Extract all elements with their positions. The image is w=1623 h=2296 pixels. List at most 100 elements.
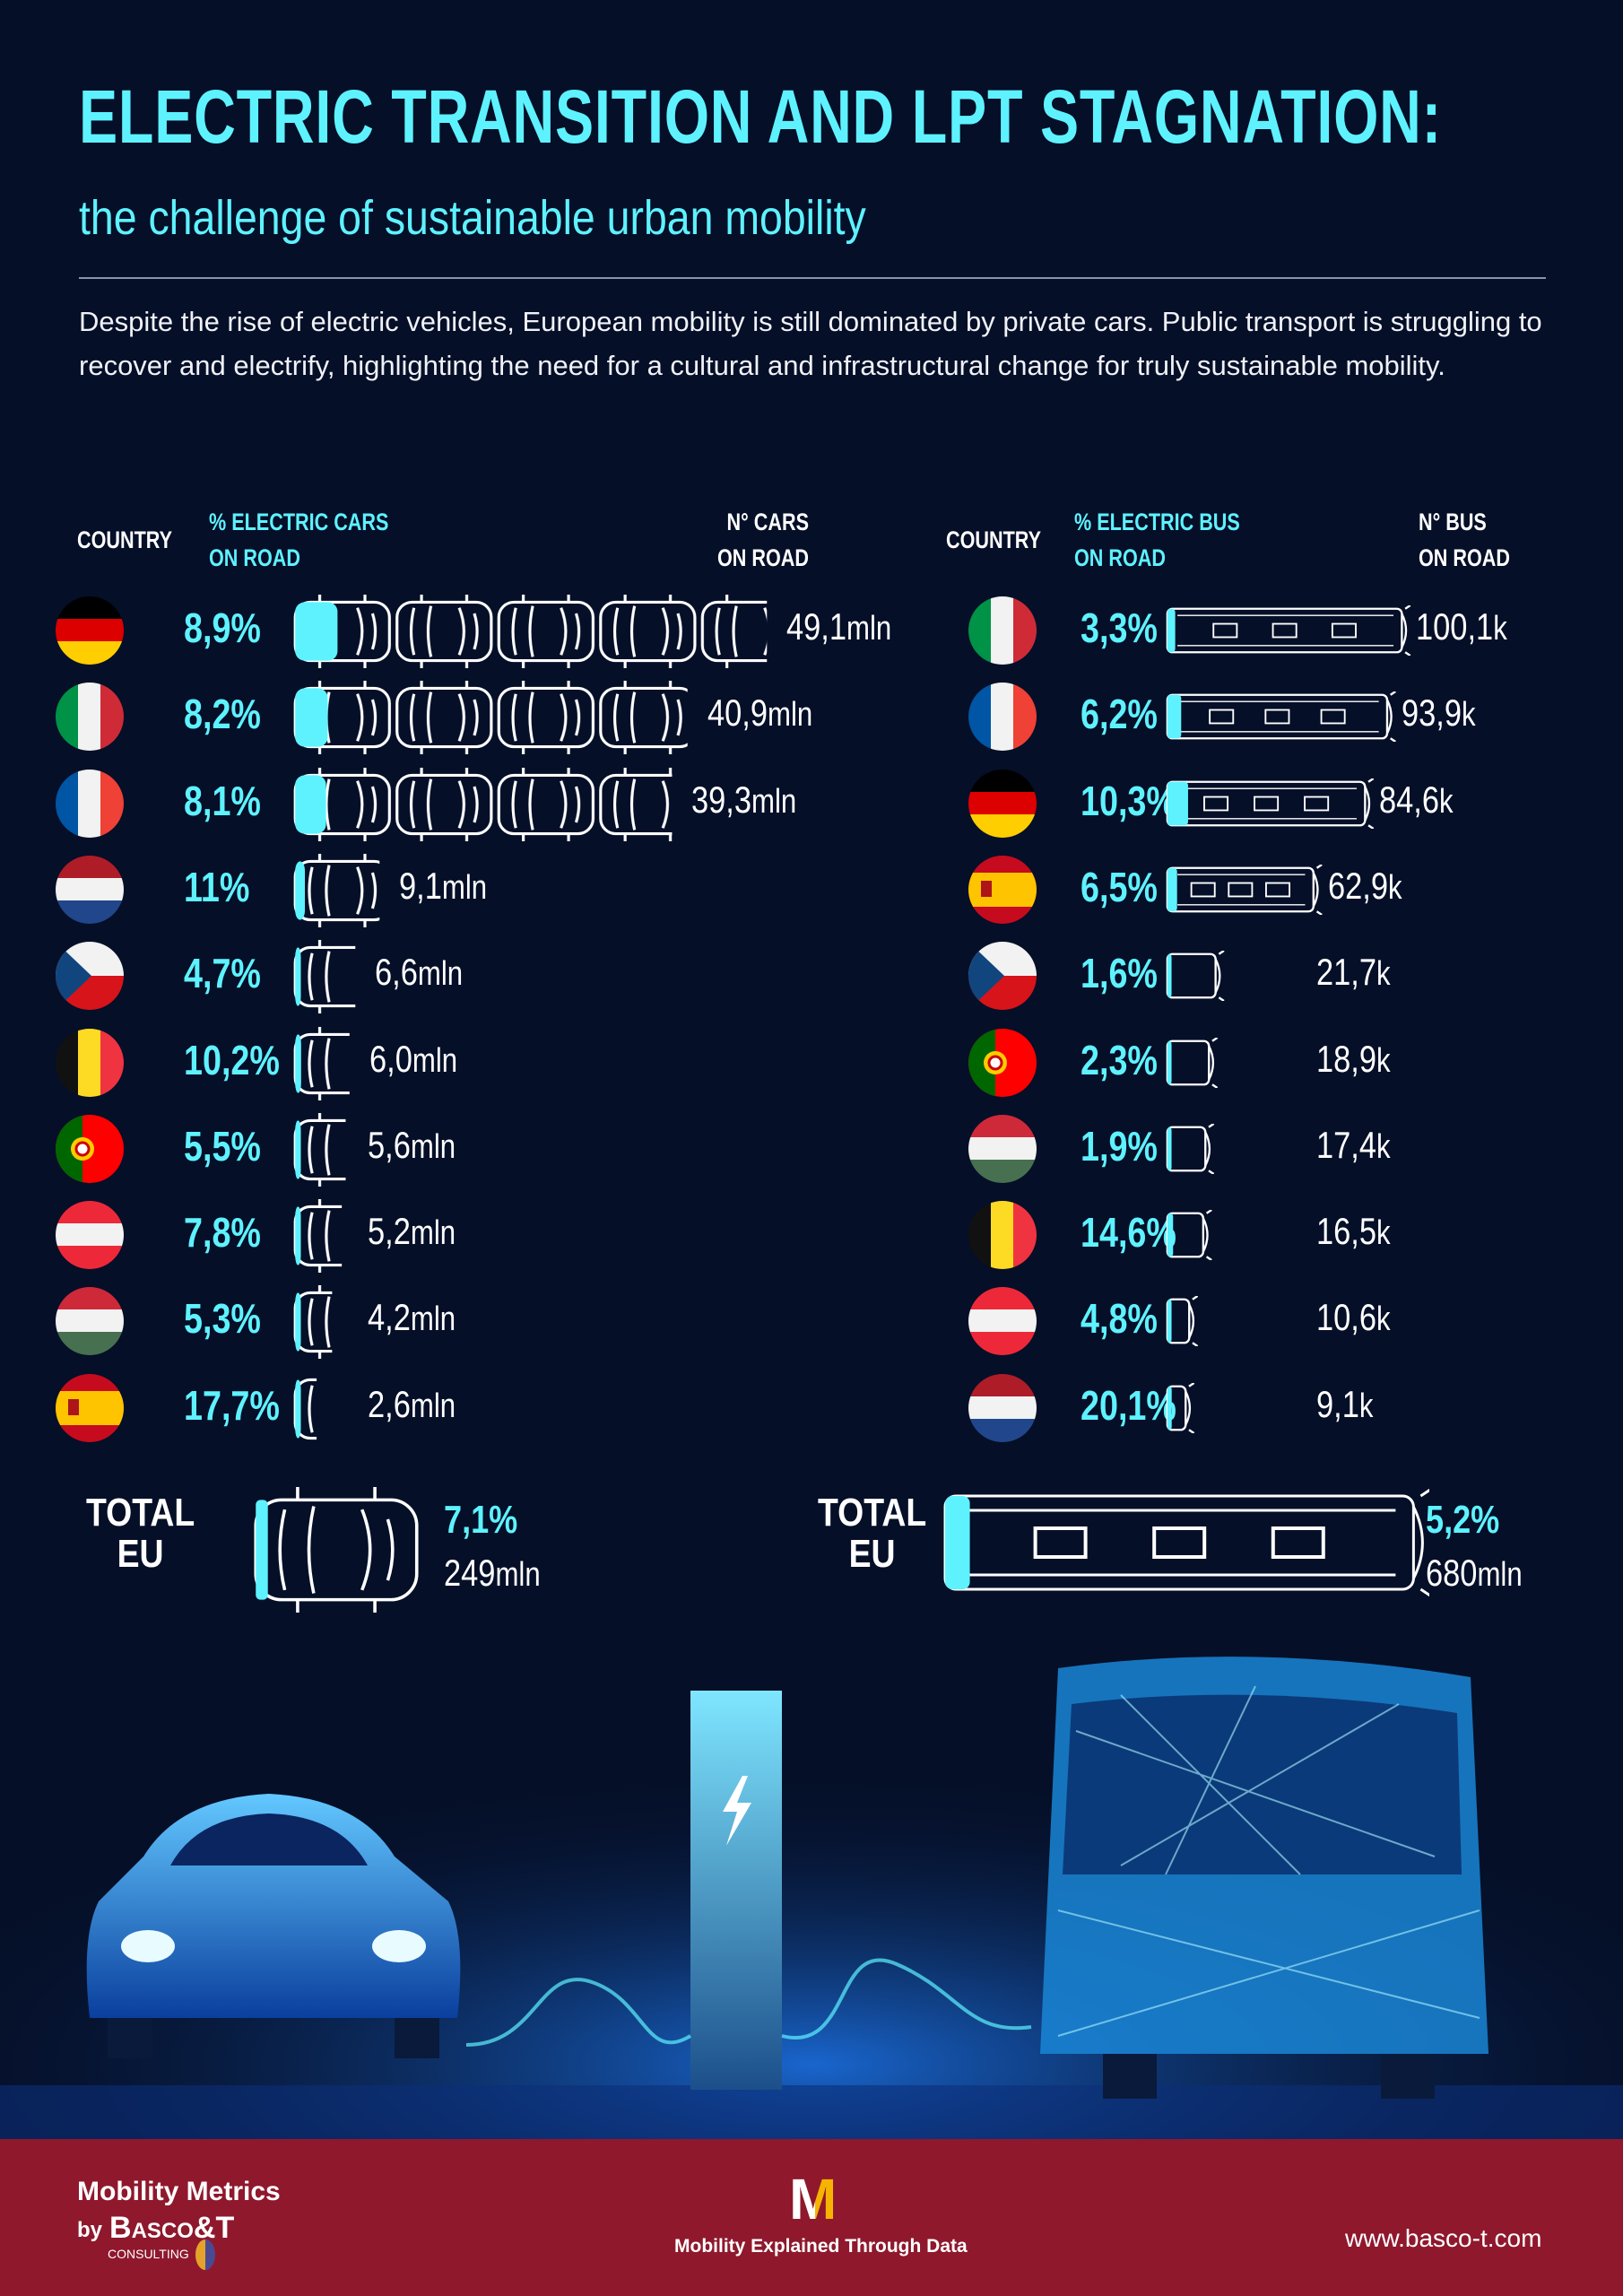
website-link[interactable]: www.basco-t.com [1345,2224,1542,2252]
electric-share-fill [1167,1213,1174,1257]
count-label: 6,0mln [369,1038,457,1081]
bus-pictograph-outline [1166,1039,1211,1085]
count-unit: k [1358,1387,1374,1425]
page-title: ELECTRIC TRANSITION AND LPT STAGNATION: [79,74,1442,159]
bus-window [1264,709,1290,725]
basco-logo: BASCO&T [109,2211,235,2245]
car-pictograph [291,1026,353,1105]
flag-italy-icon [968,596,1037,669]
cars-total-count: 249mln [444,1552,541,1595]
car-pictograph [291,595,770,673]
flag-netherlands-icon [968,1373,1037,1447]
bus-col-num-line2: ON ROAD [1419,544,1510,571]
car-pictograph-outline [291,595,768,668]
bus-col-pct-line1: % ELECTRIC BUS [1074,509,1240,535]
bus-total-count-value: 680 [1426,1552,1478,1594]
electric-share-fill [1167,1040,1172,1084]
bus-window [1228,882,1254,898]
pct-label: 1,9% [1081,1122,1158,1170]
count-unit: mln [442,868,488,907]
bus-col-num-line1: N° BUS [1419,509,1487,535]
bus-col-num: N° BUS ON ROAD [1419,504,1510,576]
count-label: 9,1mln [399,865,487,908]
cars-col-pct-line1: % ELECTRIC CARS [209,509,389,535]
bus-window [1271,1526,1325,1559]
bus-pictograph-outline [1166,1212,1205,1258]
count-unit: k [1376,1127,1391,1166]
electric-share-fill [295,775,326,834]
car-pictograph [291,1199,345,1277]
count-value: 5,2 [368,1210,411,1253]
page-subtitle: the challenge of sustainable urban mobil… [79,191,866,245]
count-value: 39,3 [691,778,752,821]
count-unit: k [1461,696,1476,735]
flag-portugal-icon [56,1114,124,1187]
count-label: 62,9k [1328,865,1402,908]
cars-col-country: COUNTRY [77,526,172,553]
bus-total-pct: 5,2% [1426,1498,1500,1542]
car-pictograph-outline [291,940,356,1014]
count-unit: k [1493,610,1508,648]
flag-germany-icon [968,769,1037,842]
count-unit: k [1376,1041,1391,1080]
bus-pictograph-outline [1166,693,1389,740]
flag-czechia-icon [56,942,124,1014]
flag-spain-icon [56,1373,124,1447]
count-value: 84,6 [1379,778,1440,821]
count-label: 100,1k [1416,605,1507,648]
count-value: 9,1 [399,864,443,907]
count-label: 17,4k [1316,1124,1391,1167]
cars-col-num-line2: ON ROAD [717,544,809,571]
pct-label: 10,3% [1081,777,1176,824]
cars-col-pct: % ELECTRIC CARS ON ROAD [209,504,388,576]
flag-czechia-icon [968,942,1037,1014]
electric-share-fill [1167,781,1188,825]
bus-pictograph [1166,1381,1200,1438]
pct-label: 4,8% [1081,1295,1158,1343]
pct-label: 5,5% [184,1122,261,1170]
bus-pictograph [1166,1122,1219,1178]
pct-label: 4,7% [184,950,261,997]
count-value: 49,1 [786,605,847,648]
electric-share-fill [295,1292,301,1352]
pct-label: 6,5% [1081,863,1158,910]
cars-col-pct-line2: ON ROAD [209,544,300,571]
count-label: 10,6k [1316,1296,1391,1339]
divider [79,277,1546,279]
count-label: 9,1k [1316,1383,1373,1426]
count-unit: mln [767,696,812,735]
count-value: 5,6 [368,1123,411,1166]
bus-pictograph-outline [1166,1385,1187,1431]
bus-total-count: 680mln [1426,1552,1523,1595]
electric-car-icon [86,1794,461,2058]
cars-total-label: TOTAL EU [86,1492,195,1575]
car-pictograph-outline [291,767,673,841]
bus-pictograph-outline [1166,952,1217,999]
count-value: 2,6 [368,1382,411,1425]
count-value: 10,6 [1316,1296,1377,1339]
count-unit: mln [751,782,797,821]
car-pictograph [291,767,675,846]
bus-pictograph [1166,950,1230,1005]
bus-window [1265,882,1291,898]
pct-label: 20,1% [1081,1381,1176,1429]
electric-share-fill [1167,695,1182,739]
flag-italy-icon [56,683,124,755]
count-value: 17,4 [1316,1123,1377,1166]
count-unit: mln [410,1127,456,1166]
cars-total-label-1: TOTAL [86,1491,195,1535]
car-pictograph-outline [291,681,688,755]
count-value: 9,1 [1316,1382,1359,1425]
electric-share-fill [295,602,338,661]
bus-window [1033,1526,1088,1559]
count-value: 4,2 [368,1296,411,1339]
count-unit: k [1439,782,1454,821]
bus-total-label: TOTAL EU [818,1492,926,1575]
bus-pictograph [1166,1295,1203,1351]
electric-share-fill [295,1120,301,1179]
count-label: 4,2mln [368,1296,456,1339]
count-unit: k [1376,1300,1391,1339]
count-label: 40,9mln [707,691,812,735]
bus-pictograph [1166,1209,1218,1265]
electric-share-fill [1167,867,1177,912]
